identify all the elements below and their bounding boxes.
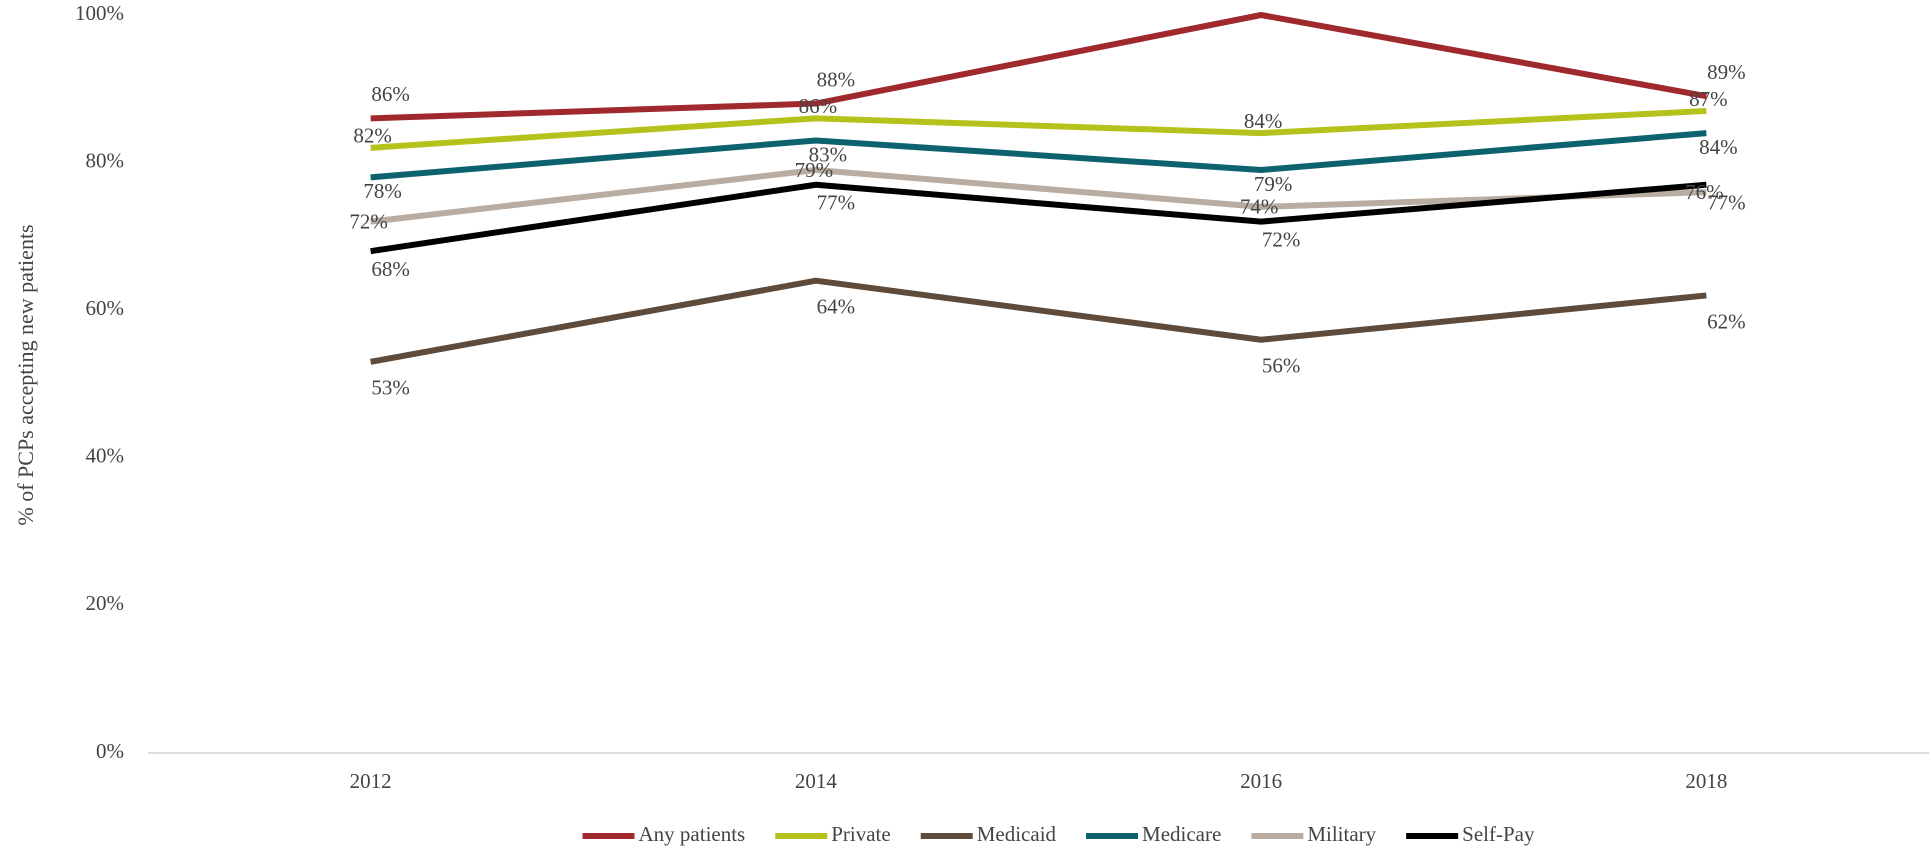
- legend-label: Private: [831, 822, 890, 846]
- y-tick-label: 40%: [86, 444, 125, 468]
- data-label: 68%: [371, 257, 410, 281]
- y-axis-label: % of PCPs accepting new patients: [13, 224, 38, 525]
- legend-label: Medicaid: [977, 822, 1057, 846]
- data-label: 87%: [1689, 87, 1728, 111]
- data-label: 84%: [1244, 109, 1283, 133]
- data-label: 76%: [1685, 180, 1724, 204]
- y-tick-label: 100%: [75, 1, 124, 25]
- data-label: 77%: [817, 191, 856, 215]
- data-label: 86%: [371, 82, 410, 106]
- series-line: [370, 181, 1707, 255]
- legend-item: Private: [775, 822, 891, 846]
- data-label: 88%: [817, 67, 856, 91]
- legend-item: Any patients: [582, 822, 746, 846]
- data-label: 79%: [795, 158, 834, 182]
- legend-label: Self-Pay: [1462, 822, 1535, 846]
- series-line: [370, 12, 1707, 122]
- data-label: 84%: [1699, 135, 1738, 159]
- x-tick-label: 2018: [1685, 769, 1727, 793]
- legend-label: Any patients: [639, 822, 746, 846]
- data-label: 77%: [1707, 191, 1746, 215]
- data-label: 74%: [1240, 195, 1279, 219]
- y-tick-label: 0%: [96, 739, 124, 763]
- legend-label: Military: [1307, 822, 1376, 846]
- data-label: 72%: [1262, 227, 1301, 251]
- y-tick-label: 20%: [86, 591, 125, 615]
- legend-item: Medicaid: [920, 822, 1057, 846]
- data-label: 56%: [1262, 354, 1301, 378]
- data-label: 89%: [1707, 60, 1746, 84]
- legend-item: Self-Pay: [1406, 822, 1535, 846]
- data-label: 82%: [353, 124, 392, 148]
- data-label: 53%: [371, 376, 410, 400]
- series-line: [370, 166, 1707, 225]
- series-line: [370, 130, 1707, 181]
- data-label: 64%: [817, 294, 856, 318]
- data-label: 100%: [1257, 0, 1306, 3]
- data-label: 78%: [363, 179, 402, 203]
- data-label: 86%: [799, 94, 838, 118]
- x-tick-label: 2014: [795, 769, 838, 793]
- y-tick-label: 60%: [86, 296, 125, 320]
- x-tick-label: 2012: [350, 769, 392, 793]
- legend-label: Medicare: [1142, 822, 1221, 846]
- legend-item: Military: [1251, 822, 1377, 846]
- data-label: 72%: [349, 209, 388, 233]
- series-line: [370, 107, 1707, 151]
- y-tick-label: 80%: [86, 148, 125, 172]
- data-label: 79%: [1254, 172, 1293, 196]
- series-line: [370, 277, 1707, 365]
- legend-item: Medicare: [1086, 822, 1221, 846]
- data-label: 83%: [809, 142, 848, 166]
- data-label: 62%: [1707, 309, 1746, 333]
- x-tick-label: 2016: [1240, 769, 1282, 793]
